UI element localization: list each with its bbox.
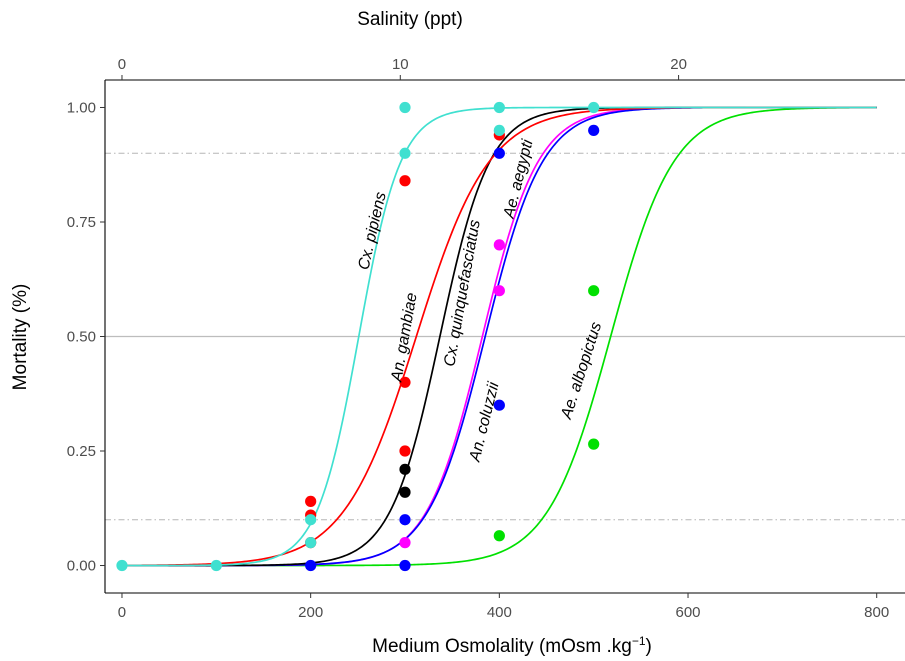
y-tick-label-0.25: 0.25 [67, 443, 96, 460]
curve-label-an-coluzzii: An. coluzzii [466, 380, 502, 464]
secondary-x-axis-title: Salinity (ppt) [357, 9, 463, 30]
y-tick-label-0.00: 0.00 [67, 558, 96, 575]
x-tick-label-600: 600 [676, 604, 701, 621]
curve-label-ae-aegypti: Ae. aegypti [500, 138, 536, 221]
point-cx-pipiens-3 [305, 514, 317, 526]
point-cx-pipiens-0 [116, 559, 128, 572]
point-cx-pipiens-2 [305, 537, 317, 549]
point-ae-albopictus-1 [588, 438, 600, 450]
y-tick-label-1.00: 1.00 [67, 99, 96, 116]
point-cx-quinquefasciatus-1 [399, 463, 411, 475]
curve-label-ae-albopictus: Ae. albopictus [558, 320, 606, 422]
point-cx-pipiens-8 [588, 101, 600, 114]
point-an-coluzzii-3 [493, 399, 505, 411]
y-axis-ticks: 0.00 0.25 0.50 0.75 1.00 [67, 99, 105, 575]
reference-lines [105, 152, 905, 521]
x-tick-label-800: 800 [864, 604, 889, 621]
point-an-gambiae-5 [399, 175, 411, 187]
point-an-coluzzii-2 [399, 514, 411, 526]
point-an-coluzzii-5 [588, 124, 600, 136]
point-an-gambiae-2 [305, 495, 317, 507]
point-ae-aegypti-2 [493, 239, 505, 251]
y-tick-label-0.50: 0.50 [67, 329, 96, 346]
point-cx-pipiens-7 [493, 101, 505, 114]
point-ae-aegypti-0 [399, 537, 411, 549]
point-an-gambiae-3 [399, 445, 411, 457]
y-axis-title: Mortality (%) [10, 284, 31, 391]
point-cx-quinquefasciatus-0 [399, 486, 411, 498]
point-cx-pipiens-6 [493, 124, 505, 136]
x-tick-label-200: 200 [298, 604, 323, 621]
y-tick-label-0.75: 0.75 [67, 214, 96, 231]
point-an-coluzzii-0 [305, 559, 317, 572]
secondary-x-axis-ticks: 0 10 20 [118, 56, 687, 80]
secondary-x-tick-label-20: 20 [670, 56, 687, 73]
data-points [116, 101, 600, 572]
point-ae-aegypti-1 [493, 285, 505, 297]
curve-label-cx-pipiens: Cx. pipiens [355, 191, 389, 272]
x-axis-ticks: 0 200 400 600 800 [118, 593, 889, 621]
x-axis-title: Medium Osmolality (mOsm .kg−1) [372, 634, 652, 657]
point-an-gambiae-4 [399, 376, 411, 388]
point-cx-pipiens-4 [399, 147, 411, 159]
point-ae-albopictus-2 [588, 285, 600, 297]
x-tick-label-0: 0 [118, 604, 126, 621]
secondary-x-tick-label-10: 10 [392, 56, 409, 73]
point-an-coluzzii-4 [493, 147, 505, 159]
point-ae-albopictus-0 [493, 530, 505, 542]
point-an-coluzzii-1 [399, 559, 411, 572]
point-cx-pipiens-5 [399, 101, 411, 114]
x-tick-label-400: 400 [487, 604, 512, 621]
point-cx-pipiens-1 [210, 559, 222, 572]
secondary-x-tick-label-0: 0 [118, 56, 126, 73]
